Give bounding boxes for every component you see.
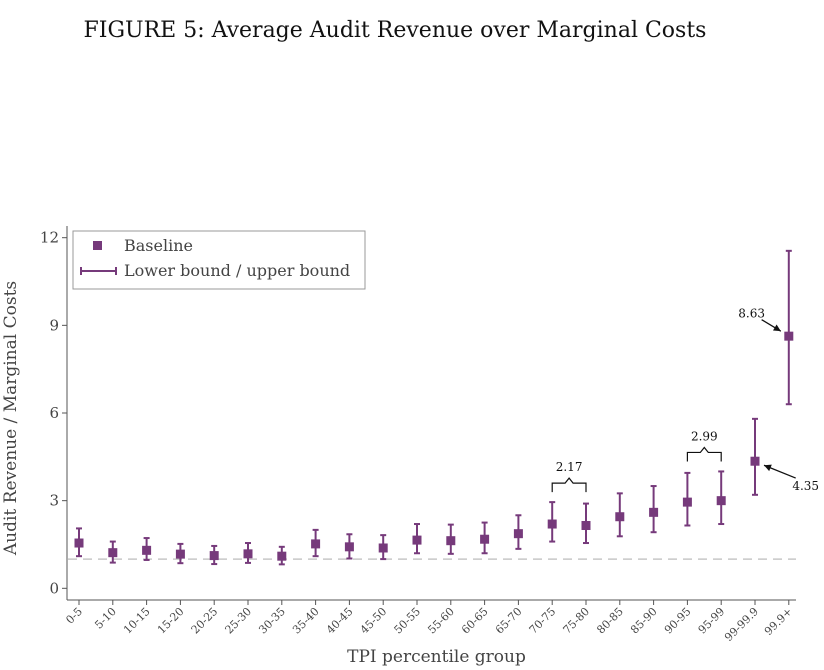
y-tick-label: 9 <box>49 316 59 334</box>
legend: Baseline Lower bound / upper bound <box>72 230 366 290</box>
data-point <box>412 535 422 545</box>
data-point <box>311 539 321 549</box>
data-point <box>480 534 490 544</box>
legend-box <box>72 230 366 290</box>
x-tick-label: 35-40 <box>290 605 322 637</box>
x-tick-label: 15-20 <box>155 605 187 637</box>
data-point <box>615 512 625 522</box>
x-tick-label: 50-55 <box>392 605 424 637</box>
annotation-arrow-head <box>772 324 781 332</box>
annotation-label: 2.17 <box>556 460 583 474</box>
x-tick-label: 60-65 <box>459 605 491 637</box>
x-axis-title: TPI percentile group <box>347 647 526 667</box>
x-tick-label: 5-10 <box>92 605 119 632</box>
data-point <box>716 496 726 506</box>
x-tick-label: 55-60 <box>425 605 457 637</box>
data-point <box>74 538 84 548</box>
data-point <box>108 548 118 558</box>
y-tick-label: 6 <box>49 404 59 422</box>
data-point <box>649 507 659 517</box>
data-point <box>243 549 253 559</box>
x-tick-label: 20-25 <box>189 605 221 637</box>
x-tick-label: 10-15 <box>121 605 153 637</box>
legend-label-bounds: Lower bound / upper bound <box>124 261 350 280</box>
data-point <box>784 331 794 341</box>
x-tick-label: 70-75 <box>527 605 559 637</box>
x-tick-label: 99.9+ <box>762 605 795 638</box>
x-tick-label: 40-45 <box>324 605 356 637</box>
x-tick-label: 90-95 <box>662 605 694 637</box>
x-tick-label: 99-99.9 <box>722 605 761 644</box>
data-point <box>547 519 557 529</box>
figure-title: FIGURE 5: Average Audit Revenue over Mar… <box>83 18 707 43</box>
marks-layer <box>74 249 794 566</box>
x-tick-label: 30-35 <box>256 605 288 637</box>
annotation-arrow-head <box>764 464 772 472</box>
data-point <box>344 542 354 552</box>
data-point <box>142 545 152 555</box>
data-point <box>750 456 760 466</box>
axes: 0 3 6 9 12 0-5 5-10 10-15 15-20 20-25 25-30 30-35 35… <box>1 226 796 667</box>
y-axis-title: Audit Revenue / Marginal Costs <box>1 281 21 556</box>
x-tick-label: 25-30 <box>223 605 255 637</box>
data-point <box>682 497 692 507</box>
x-tick-label: 45-50 <box>358 605 390 637</box>
x-tick-label: 95-99 <box>696 605 728 637</box>
x-tick-label: 75-80 <box>561 605 593 637</box>
y-tick-label: 12 <box>40 229 59 247</box>
x-tick-label: 65-70 <box>493 605 525 637</box>
y-tick-label: 0 <box>49 579 59 597</box>
y-tick-label: 3 <box>49 492 59 510</box>
annotation-label: 2.99 <box>691 429 718 443</box>
annotation-label: 4.35 <box>792 479 819 493</box>
data-point <box>378 543 388 553</box>
legend-marker-baseline <box>93 241 102 250</box>
x-tick-label: 85-90 <box>628 605 660 637</box>
data-point <box>581 520 591 530</box>
data-point <box>277 551 287 561</box>
data-point <box>446 536 456 546</box>
annotation-bracket <box>686 446 722 462</box>
x-tick-label: 80-85 <box>594 605 626 637</box>
data-point <box>513 529 523 539</box>
data-point <box>209 551 219 561</box>
x-tick-label: 0-5 <box>63 605 85 627</box>
annotations-layer: 2.17 2.99 8.63 4.35 <box>551 307 819 493</box>
annotation-bracket <box>551 477 587 493</box>
annotation-label: 8.63 <box>738 307 765 321</box>
legend-label-baseline: Baseline <box>124 236 193 255</box>
data-point <box>175 549 185 559</box>
